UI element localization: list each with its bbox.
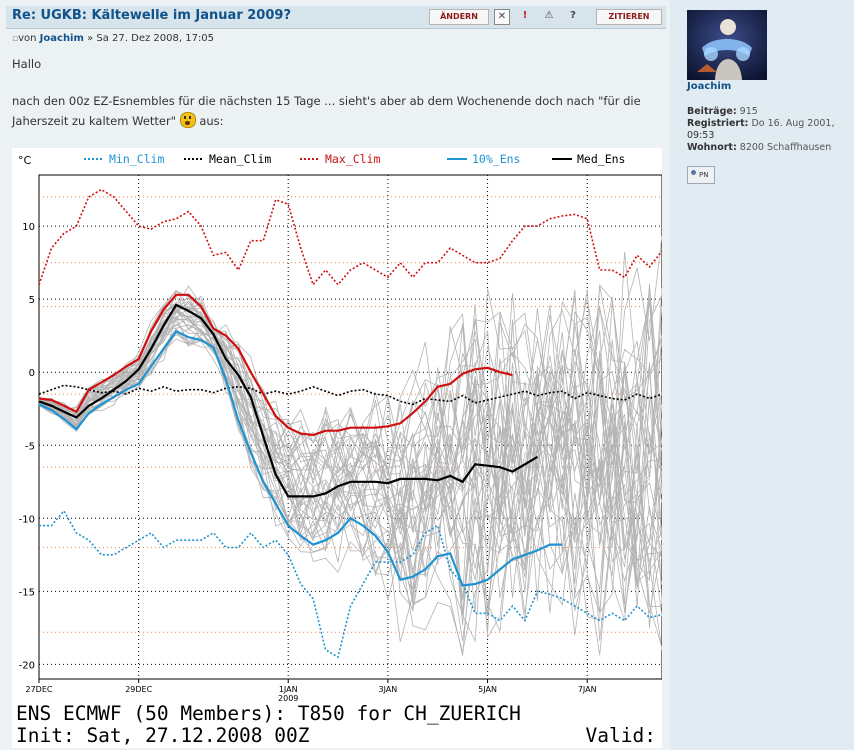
profile-name[interactable]: Joachim: [687, 81, 732, 92]
median-ens-line: [38, 303, 538, 498]
min-clim-line: [39, 509, 662, 659]
y-tick-label: 5: [29, 295, 35, 306]
post-greeting: Hallo: [12, 57, 42, 71]
location-value: 8200 Schaffhausen: [739, 142, 832, 153]
unit-label: °C: [18, 154, 32, 167]
pm-label: PN: [699, 171, 709, 179]
profile-location: Wohnort: 8200 Schaffhausen: [687, 142, 831, 153]
chart-footer-valid: Valid:: [586, 724, 656, 747]
ensemble-member-line: [38, 306, 662, 552]
y-tick-label: -5: [25, 441, 35, 452]
post-icon: ▫: [12, 34, 19, 44]
profile-posts: Beiträge: 915: [687, 106, 758, 117]
info-icon[interactable]: ?: [570, 10, 576, 21]
x-tick-label: 27DEC: [26, 685, 53, 694]
legend-label: Med_Ens: [577, 152, 625, 166]
post-meta: ▫von Joachim » Sa 27. Dez 2008, 17:05: [12, 33, 214, 44]
ensemble-member-line: [38, 307, 662, 605]
y-tick-label: -10: [19, 514, 35, 525]
ensemble-chart: 10 5 0 -5 -10 -15 -20 27DEC 29DEC 1JAN 3JAN 5JAN 7JA…: [12, 148, 662, 748]
x-tick-label: 5JAN: [478, 685, 497, 694]
posts-value[interactable]: 915: [739, 106, 758, 117]
x-tick-label: 29DEC: [125, 685, 152, 694]
post-author[interactable]: Joachim: [39, 33, 84, 44]
registered-time: 09:53: [687, 130, 715, 141]
quote-button[interactable]: ZITIEREN: [596, 9, 662, 25]
chart-footer-init: Init: Sat, 27.12.2008 00Z: [16, 724, 310, 747]
pm-person-icon: [691, 170, 696, 175]
legend-label: Min_Clim: [109, 152, 164, 166]
mean-clim-line: [38, 384, 662, 406]
avatar[interactable]: [687, 10, 767, 80]
y-tick-label: -20: [19, 660, 35, 671]
post-text-line2-before: Jaherszeit zu kaltem Wetter": [12, 114, 176, 128]
post-title-bar: Re: UGKB: Kältewelle im Januar 2009? ÄND…: [6, 6, 666, 29]
ens-90pct-line: [38, 293, 513, 437]
post-text-line2: Jaherszeit zu kaltem Wetter" aus:: [12, 112, 224, 128]
shocked-emoji-icon: [179, 112, 196, 128]
y-tick-label: 10: [22, 222, 35, 233]
ensemble-member-line: [38, 236, 662, 471]
post-date: » Sa 27. Dez 2008, 17:05: [87, 33, 215, 44]
legend-label: 10%_Ens: [472, 152, 520, 166]
post-text-line1: nach den 00z EZ-Esnembles für die nächst…: [12, 94, 641, 108]
chart-footer-title: ENS ECMWF (50 Members): T850 for CH_ZUER…: [16, 702, 521, 725]
post-text-line2-after: aus:: [199, 114, 224, 128]
ensemble-member-line: [38, 308, 662, 544]
delete-icon[interactable]: ✕: [494, 9, 510, 25]
meta-prefix: von: [18, 33, 37, 44]
x-year-label: 2009: [278, 694, 298, 703]
ensemble-member-line: [38, 328, 662, 639]
y-tick-label: 0: [29, 368, 35, 379]
max-clim-line: [38, 188, 662, 287]
location-label: Wohnort:: [687, 142, 737, 153]
ensemble-member-line: [38, 332, 662, 633]
ensemble-member-line: [38, 288, 662, 512]
registered-label: Registriert:: [687, 118, 749, 129]
post-title[interactable]: Re: UGKB: Kältewelle im Januar 2009?: [12, 8, 291, 23]
registered-value: Do 16. Aug 2001,: [751, 118, 835, 129]
x-tick-label: 3JAN: [378, 685, 397, 694]
legend-label: Mean_Clim: [209, 152, 271, 166]
profile-registered: Registriert: Do 16. Aug 2001,: [687, 118, 835, 129]
warning-icon[interactable]: ⚠: [544, 10, 554, 21]
legend-label: Max_Clim: [325, 152, 380, 166]
x-tick-label: 1JAN: [279, 685, 298, 694]
pm-button[interactable]: PN: [687, 166, 715, 184]
y-tick-label: -15: [19, 587, 35, 598]
report-icon[interactable]: !: [522, 10, 528, 21]
edit-button[interactable]: ÄNDERN: [429, 9, 489, 25]
x-tick-label: 7JAN: [578, 685, 597, 694]
profile-panel: [670, 0, 854, 750]
ens-10pct-line: [38, 329, 563, 587]
posts-label: Beiträge:: [687, 106, 737, 117]
